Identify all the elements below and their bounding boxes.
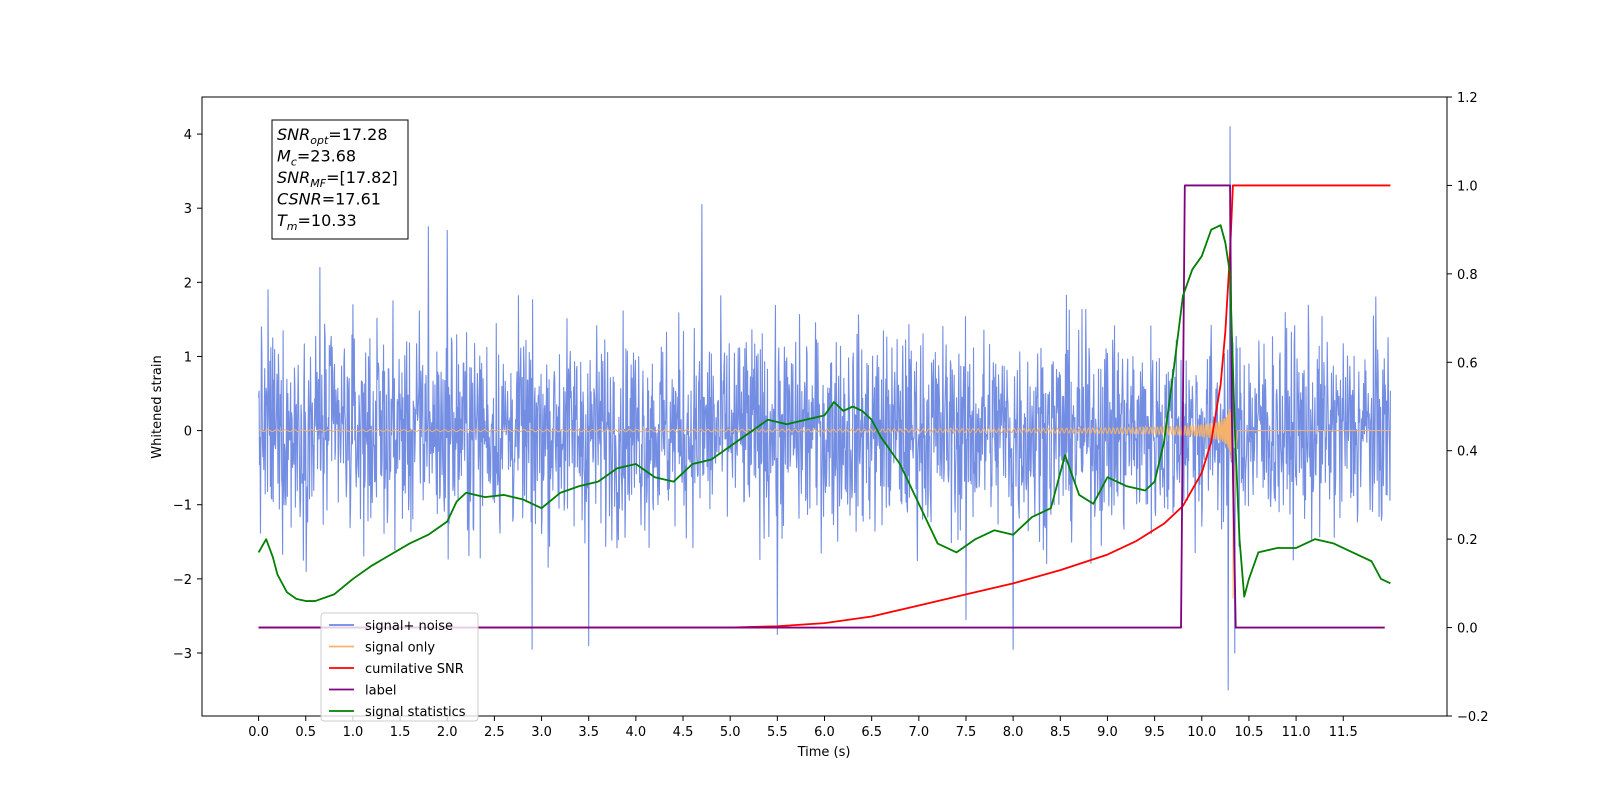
stats-box-frame [271,119,409,240]
legend-label: signal only [365,641,435,656]
x-tick-label: 11.0 [1282,725,1311,740]
x-tick-label: 10.0 [1187,725,1216,740]
y-tick-label: 1 [184,350,192,365]
y-axis-label: Whitened strain [150,355,165,458]
y-tick-label: −3 [173,647,192,662]
x-tick-label: 11.5 [1329,725,1358,740]
y-tick-label: 2 [184,276,192,291]
y-right-tick-label: 0.6 [1457,356,1478,371]
stat-entry: SNRopt=17.28 [277,125,388,147]
stat-entry: Mc=23.68 [277,147,356,169]
stat-entry: SNRMF=[17.82] [277,168,398,190]
x-tick-label: 3.0 [531,725,552,740]
x-tick-label: 6.0 [814,725,835,740]
stat-entry: Tm=10.33 [277,211,357,233]
y-right-tick-label: 1.0 [1457,179,1478,194]
series-line [258,184,1391,629]
y-right-tick-label: −0.2 [1457,710,1489,725]
y-right-tick-label: 0.0 [1457,622,1478,637]
legend: signal+ noise signal only cumilative SNR la… [320,612,479,722]
y-right-tick-label: 1.2 [1457,91,1478,106]
y-right-tick-label: 0.4 [1457,445,1478,460]
x-tick-label: 6.5 [861,725,882,740]
legend-frame [320,612,479,722]
y-tick-label: −1 [173,499,192,514]
y-tick-label: 3 [184,202,192,217]
x-tick-label: 9.0 [1097,725,1118,740]
x-tick-label: 1.0 [343,725,364,740]
x-tick-label: 5.5 [767,725,788,740]
y-tick-label: 4 [184,128,192,143]
x-tick-label: 9.5 [1144,725,1165,740]
series-line [258,397,1391,599]
x-tick-label: 0.5 [295,725,316,740]
x-tick-label: 5.0 [720,725,741,740]
legend-label: signal statistics [365,705,466,720]
series-line [258,126,1391,691]
x-tick-label: 8.5 [1050,725,1071,740]
x-tick-label: 7.5 [956,725,977,740]
x-tick-label: 2.5 [484,725,505,740]
stats-box: SNRopt=17.28Mc=23.68SNRMF=[17.82]CSNR=17… [271,119,409,240]
legend-label: label [365,684,396,699]
x-tick-label: 8.0 [1003,725,1024,740]
x-tick-label: 10.5 [1234,725,1263,740]
x-axis-label: Time (s) [797,745,851,760]
series-layer [257,126,1391,691]
x-tick-label: 4.0 [626,725,647,740]
series-line [257,224,1391,602]
x-tick-label: 1.5 [390,725,411,740]
series-line [258,184,1385,629]
stat-entry: CSNR=17.61 [277,190,381,209]
y-right-tick-label: 0.8 [1457,268,1478,283]
axis-layer: 0.0 0.5 1.0 1.5 2.0 2.5 3.0 3.5 4.0 4.5 5.0 5.5 6.0 6… [173,91,1489,740]
x-tick-label: 0.0 [248,725,269,740]
y-right-tick-label: 0.2 [1457,533,1478,548]
y-tick-label: 0 [184,425,192,440]
x-tick-label: 3.5 [578,725,599,740]
legend-label: signal+ noise [365,619,453,634]
x-tick-label: 7.0 [908,725,929,740]
x-tick-label: 2.0 [437,725,458,740]
y-tick-label: −2 [173,573,192,588]
legend-label: cumilative SNR [365,662,464,677]
x-tick-label: 4.5 [673,725,694,740]
